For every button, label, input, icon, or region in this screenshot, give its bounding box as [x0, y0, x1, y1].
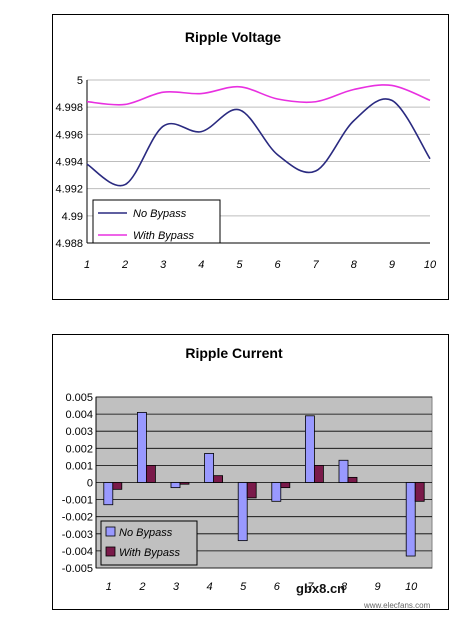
- y-tick-label: 0.001: [65, 460, 93, 472]
- bar-1-5: [280, 482, 291, 489]
- y-tick-label: 0.005: [65, 392, 93, 404]
- bar-0-5: [271, 482, 282, 502]
- x-tick-label: 4: [207, 581, 213, 593]
- x-tick-label: 5: [236, 259, 243, 271]
- legend-label-0: No Bypass: [119, 527, 173, 539]
- chart-title: Ripple Current: [185, 345, 283, 361]
- y-tick-label: -0.003: [62, 529, 93, 541]
- bar-1-2: [179, 482, 190, 485]
- x-tick-label: 7: [307, 581, 314, 593]
- bar-1-7: [347, 476, 358, 483]
- x-tick-label: 1: [84, 259, 90, 271]
- x-tick-label: 9: [389, 259, 395, 271]
- bar-0-1: [136, 411, 147, 483]
- legend-box: [92, 199, 221, 244]
- watermark-main-text: gbx8.cn: [296, 581, 345, 596]
- y-tick-label: 0.003: [65, 426, 93, 438]
- chart-title: Ripple Voltage: [185, 29, 281, 45]
- x-tick-label: 8: [341, 581, 348, 593]
- x-tick-label: 6: [274, 259, 281, 271]
- y-tick-label: 4.988: [55, 238, 83, 250]
- legend-label-1: With Bypass: [133, 230, 195, 242]
- bar-0-4: [237, 482, 248, 542]
- legend-label-0: No Bypass: [133, 208, 187, 220]
- x-tick-label: 3: [160, 259, 167, 271]
- y-tick-label: 0.002: [65, 443, 93, 455]
- bar-0-7: [338, 459, 349, 483]
- y-tick-label: -0.004: [62, 546, 93, 558]
- bar-0-9: [405, 482, 416, 557]
- x-tick-label: 2: [121, 259, 128, 271]
- y-tick-label: 4.994: [55, 157, 83, 169]
- series-line-1: [86, 84, 431, 106]
- y-tick-label: -0.002: [62, 512, 93, 524]
- watermark-site-text: www.elecfans.com: [363, 601, 431, 610]
- y-tick-label: 5: [77, 75, 83, 87]
- bar-1-9: [414, 482, 425, 502]
- x-tick-label: 10: [424, 259, 437, 271]
- series-line-0: [86, 98, 431, 187]
- legend-box: [100, 520, 198, 566]
- bar-0-6: [304, 415, 315, 483]
- bar-1-1: [145, 464, 156, 483]
- bar-0-2: [170, 482, 181, 489]
- y-tick-label: 4.998: [55, 102, 83, 114]
- x-tick-label: 2: [138, 581, 145, 593]
- y-tick-label: 4.992: [55, 184, 83, 196]
- y-tick-label: 4.99: [62, 211, 83, 223]
- ripple-voltage-chart: Ripple Voltage 54.9984.9964.9944.9924.99…: [55, 29, 437, 271]
- y-tick-label: -0.005: [62, 563, 93, 575]
- y-tick-label: 4.996: [55, 129, 83, 141]
- legend-label-1: With Bypass: [119, 547, 181, 559]
- x-tick-label: 8: [351, 259, 358, 271]
- bar-1-4: [246, 482, 257, 499]
- x-tick-label: 10: [405, 581, 418, 593]
- x-tick-label: 3: [173, 581, 180, 593]
- legend-swatch-1: [105, 546, 116, 557]
- bar-1-0: [112, 482, 123, 490]
- bar-0-0: [103, 482, 114, 506]
- ripple-voltage-chart-frame: [52, 14, 449, 300]
- y-tick-label: -0.001: [62, 495, 93, 507]
- x-tick-label: 4: [198, 259, 204, 271]
- bar-1-3: [213, 475, 224, 483]
- x-tick-label: 7: [313, 259, 320, 271]
- x-tick-label: 9: [375, 581, 381, 593]
- legend-swatch-0: [105, 526, 116, 537]
- x-tick-label: 5: [240, 581, 247, 593]
- x-tick-label: 6: [274, 581, 281, 593]
- bar-1-6: [313, 464, 324, 483]
- x-tick-label: 1: [106, 581, 112, 593]
- y-tick-label: 0.004: [65, 409, 93, 421]
- bar-0-3: [204, 453, 215, 483]
- y-tick-label: 0: [87, 478, 93, 490]
